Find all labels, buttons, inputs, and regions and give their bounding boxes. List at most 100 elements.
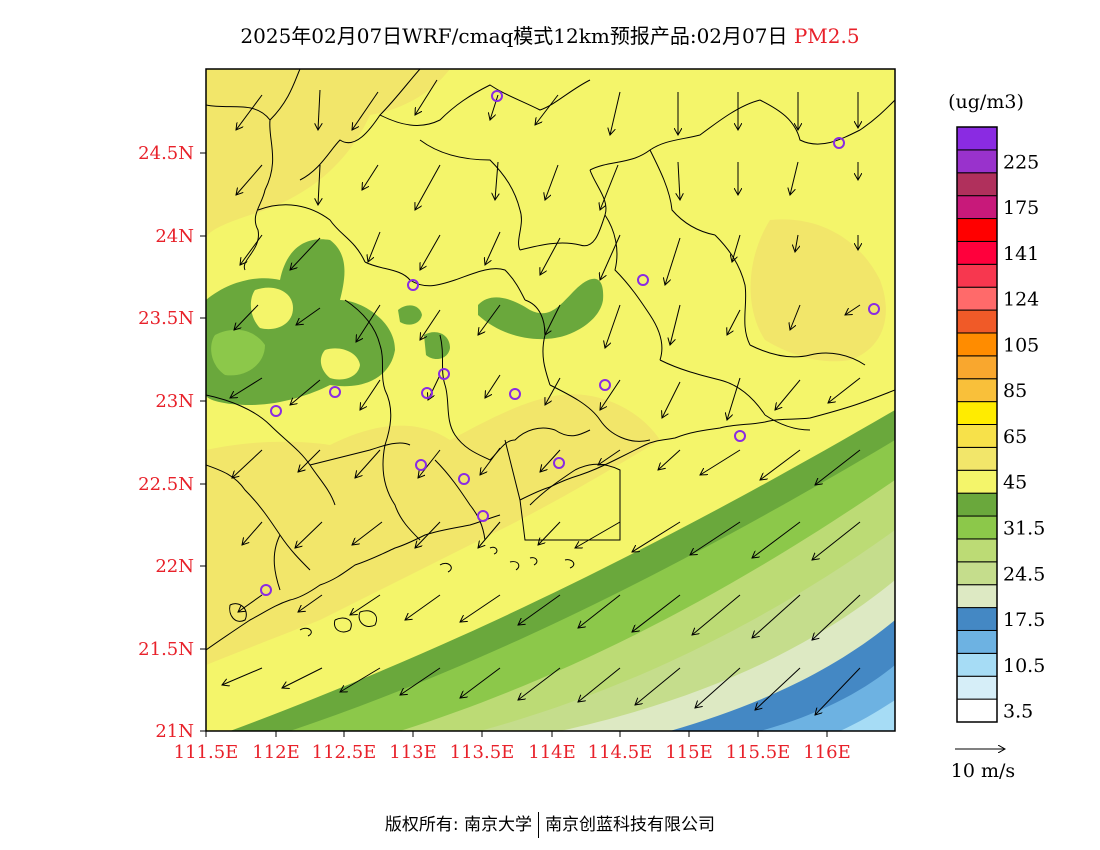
wind-scale-label: 10 m/s: [951, 760, 1015, 782]
legend-swatch: [956, 195, 998, 220]
lon-tick-label: 112E: [252, 742, 300, 763]
lat-tick-label: 24N: [155, 226, 194, 247]
station: [833, 137, 845, 149]
footer-separator: [538, 812, 540, 838]
station: [421, 387, 433, 399]
wind-vectors: [222, 79, 860, 715]
station: [491, 90, 503, 102]
legend-swatch: [956, 629, 998, 654]
station: [270, 405, 282, 417]
footer-right: 南京创蓝科技有限公司: [545, 815, 716, 835]
wind-scale: 10 m/s: [951, 749, 1015, 782]
station: [734, 430, 746, 442]
station: [407, 279, 419, 291]
station: [438, 368, 450, 380]
station: [868, 303, 880, 315]
lat-tick-label: 22N: [155, 556, 194, 577]
field-patch-green-3: [424, 332, 450, 360]
lat-tick-label: 21N: [155, 721, 194, 742]
legend-swatch: [956, 492, 998, 517]
station: [458, 473, 470, 485]
title-pollutant: PM2.5: [793, 24, 860, 48]
legend-swatch: [956, 652, 998, 677]
lon-tick-label: 113.5E: [450, 742, 515, 763]
legend-swatch: [956, 218, 998, 242]
legend-label: 124: [1003, 289, 1039, 311]
lon-tick-label: 115E: [665, 742, 713, 763]
lon-tick-label: 114.5E: [588, 742, 653, 763]
station: [553, 457, 565, 469]
lon-tick-label: 115.5E: [726, 742, 791, 763]
station: [329, 386, 341, 398]
field-patch-green-4: [478, 278, 604, 340]
legend-label: 141: [1003, 243, 1039, 265]
field-hole-1: [250, 287, 293, 330]
legend-unit: (ug/m3): [948, 91, 1024, 113]
legend-swatch: [956, 446, 998, 471]
legend-swatch: [956, 675, 998, 700]
lat-tick-label: 24.5N: [138, 143, 194, 164]
legend-label: 31.5: [1003, 517, 1045, 539]
legend-label: 65: [1003, 426, 1027, 448]
field-patch-green-light: [211, 329, 265, 376]
lon-tick-label: 112.5E: [312, 742, 377, 763]
legend-label: 10.5: [1003, 655, 1045, 677]
legend-swatch: [956, 172, 998, 197]
map-title: 2025年02月07日WRF/cmaq模式12km预报产品:02月07日 PM2…: [0, 20, 1100, 49]
legend-swatch: [956, 515, 998, 540]
field-hole-2: [320, 348, 360, 380]
legend-swatch: [956, 355, 998, 380]
station: [260, 584, 272, 596]
lon-tick-label: 116E: [803, 742, 851, 763]
lat-tick-label: 21.5N: [138, 639, 194, 660]
field-patch-east: [750, 219, 886, 362]
legend-swatch: [956, 424, 998, 448]
legend-label: 85: [1003, 380, 1027, 402]
legend-label: 17.5: [1003, 609, 1045, 631]
lat-tick-label: 22.5N: [138, 474, 194, 495]
axis-ticks: 111.5E 112E 112.5E 113E 113.5E 114E 114.5E 115E…: [138, 143, 851, 763]
legend-swatch: [956, 286, 998, 311]
color-legend: (ug/m3) 3.5 10.5 17.5 24.5 31.5 45 65 85 105 124 14…: [948, 91, 1045, 723]
legend-label: 24.5: [1003, 563, 1045, 585]
lon-tick-label: 114E: [528, 742, 576, 763]
plot-frame: [205, 68, 896, 732]
lat-tick-label: 23.5N: [138, 308, 194, 329]
legend-swatch: [956, 240, 998, 265]
admin-boundaries: [206, 69, 895, 591]
legend-label: 3.5: [1003, 701, 1033, 723]
legend-swatch: [956, 126, 998, 151]
coastline: [206, 389, 895, 651]
legend-label: 105: [1003, 334, 1039, 356]
legend-swatch: [956, 401, 998, 426]
stations: [260, 90, 880, 596]
copyright-footer: 版权所有: 南京大学 南京创蓝科技有限公司: [0, 810, 1100, 838]
concentration-field: [206, 69, 895, 731]
legend-swatch: [956, 584, 998, 609]
legend-swatch: [956, 309, 998, 334]
lat-tick-label: 23N: [155, 391, 194, 412]
band-3-10: [840, 700, 895, 731]
field-patch-green-2: [398, 305, 422, 325]
title-main: 2025年02月07日WRF/cmaq模式12km预报产品:02月07日: [240, 24, 788, 48]
station: [509, 388, 521, 400]
band-10: [760, 665, 895, 731]
station: [637, 274, 649, 286]
legend-swatch: [956, 561, 998, 586]
lon-tick-label: 113E: [389, 742, 437, 763]
legend-label: 225: [1003, 151, 1039, 173]
legend-swatch: [956, 538, 998, 563]
station: [477, 510, 489, 522]
lon-tick-label: 111.5E: [174, 742, 239, 763]
legend-swatch: [956, 698, 998, 723]
legend-swatch: [956, 378, 998, 403]
legend-swatch: [956, 469, 998, 494]
legend-frame: [956, 126, 998, 723]
station: [415, 459, 427, 471]
legend-label: 175: [1003, 197, 1039, 219]
legend-label: 45: [1003, 472, 1027, 494]
legend-swatch: [956, 332, 998, 357]
legend-swatch: [956, 149, 998, 174]
footer-left: 版权所有: 南京大学: [384, 815, 533, 835]
